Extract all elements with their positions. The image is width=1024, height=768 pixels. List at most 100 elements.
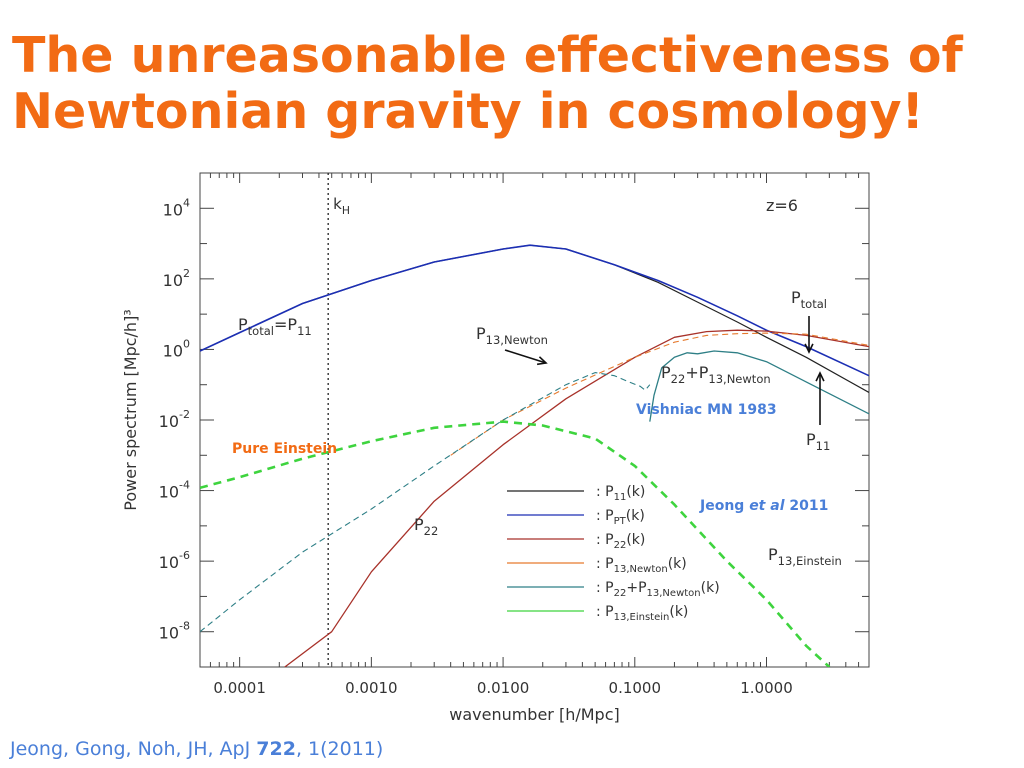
annotation-p13newton: P13,Newton: [476, 324, 548, 347]
annotation-p11-main: P: [806, 430, 816, 449]
x-tick-label: 1.0000: [740, 679, 793, 697]
legend-tail: (k): [668, 556, 687, 572]
legend-label-p11: : P11(k): [596, 484, 645, 503]
plot-frame: [199, 172, 870, 668]
series-p22p13solid: [649, 350, 869, 422]
legend-main: : P: [596, 580, 614, 596]
y-tick-label: 104: [163, 196, 190, 219]
arrow-p13newton-head: [536, 356, 548, 366]
series-p22: [284, 329, 869, 667]
citation-prefix: Jeong, Gong, Noh, JH, ApJ: [10, 738, 257, 760]
annotation-p13einstein-main: P: [768, 545, 778, 564]
legend-label-p13einstein: : P13,Einstein(k): [596, 604, 688, 623]
annotation-p22-sub: 22: [424, 524, 439, 538]
legend-label-ppt: : PPT(k): [596, 508, 645, 527]
y-tick-base: 10: [163, 341, 183, 360]
y-tick-exp: 2: [183, 267, 190, 280]
y-tick-label: 10-4: [159, 479, 190, 502]
y-axis-title: Power spectrum [Mpc/h]³: [121, 309, 140, 510]
citation-suffix: , 1(2011): [295, 738, 384, 760]
horizon-label: kH: [333, 195, 350, 217]
annotation-jeong: Jeong et al 2011: [699, 498, 828, 514]
annotation-p11: P11: [806, 430, 830, 453]
legend-label-p13newton: : P13,Newton(k): [596, 556, 687, 575]
y-tick-label: 100: [163, 337, 190, 360]
series-p22p13: [200, 372, 651, 633]
citation: Jeong, Gong, Noh, JH, ApJ 722, 1(2011): [10, 738, 383, 760]
legend-sub: 22: [614, 588, 627, 599]
y-tick-label: 10-2: [159, 408, 190, 431]
legend-sub: 11: [614, 492, 627, 503]
legend-sub: 13,Newton: [614, 564, 668, 575]
y-tick-label: 10-8: [159, 620, 190, 643]
slide-title-line-2: Newtonian gravity in cosmology!: [12, 83, 924, 140]
annotation-p22p13-mid: +P: [685, 363, 708, 382]
series-p13einstein: [200, 420, 831, 667]
legend-main: : P: [596, 532, 614, 548]
legend-label-p22: : P22(k): [596, 532, 645, 551]
legend-main: : P: [596, 508, 614, 524]
annotation-p22: P22: [414, 515, 438, 538]
x-tick-label: 0.0001: [213, 679, 266, 697]
annotation-p13einstein: P13,Einstein: [768, 545, 842, 568]
annotation-jeong-pre: Jeong: [699, 498, 749, 514]
horizon-label-sub: H: [342, 204, 350, 217]
x-tick-label: 0.0100: [477, 679, 530, 697]
x-tick-label: 0.1000: [609, 679, 662, 697]
annotation-p13newton-sub: 13,Newton: [486, 333, 548, 347]
y-tick-base: 10: [159, 624, 179, 643]
arrow-p11-head: [815, 371, 825, 382]
legend-tail: (k): [626, 508, 645, 524]
annotation-jeong-italic: et al: [749, 498, 785, 514]
legend-main: : P: [596, 484, 614, 500]
annotation-ptotal-eq-sub: total: [248, 324, 274, 338]
annotation-vishniac: Vishniac MN 1983: [636, 402, 777, 418]
annotation-ptotal-eq-main: P: [238, 315, 248, 334]
y-tick-exp: 0: [183, 337, 190, 350]
annotation-p13einstein-sub: 13,Einstein: [778, 554, 842, 568]
legend-label-p22p13: : P22+P13,Newton(k): [596, 580, 720, 599]
legend-sub2: 13,Newton: [647, 588, 701, 599]
legend-main: : P: [596, 556, 614, 572]
annotation-jeong-post: 2011: [785, 498, 829, 514]
y-tick-base: 10: [159, 553, 179, 572]
y-tick-label: 10-6: [159, 549, 190, 572]
annotation-ptotal: Ptotal: [791, 288, 827, 311]
y-tick-base: 10: [163, 271, 183, 290]
annotation-ptotal-eq-mid: =P: [274, 315, 297, 334]
y-tick-base: 10: [159, 412, 179, 431]
annotation-p22p13-main: P: [661, 363, 671, 382]
annotation-p13newton-main: P: [476, 324, 486, 343]
y-tick-label: 102: [163, 267, 190, 290]
y-tick-exp: 4: [183, 196, 190, 209]
annotation-ptotal-eq-sub2: 11: [297, 324, 312, 338]
annotation-ptotal-sub: total: [801, 297, 827, 311]
annotation-p22p13: P22+P13,Newton: [661, 363, 771, 386]
annotation-ptotal-eq: Ptotal=P11: [238, 315, 312, 338]
slide-title: The unreasonable effectiveness of Newton…: [12, 28, 1012, 140]
axis-ticks: [199, 172, 870, 668]
legend: : P11(k): PPT(k): P22(k): P13,Newton(k):…: [507, 484, 720, 623]
legend-tail: (k): [626, 484, 645, 500]
x-axis-title: wavenumber [h/Mpc]: [449, 705, 620, 724]
y-tick-base: 10: [159, 483, 179, 502]
horizon-label-main: k: [333, 195, 342, 213]
legend-sub: PT: [614, 516, 627, 527]
arrow-p13newton: [504, 349, 547, 364]
annotation-p22p13-sub: 22: [671, 372, 686, 386]
citation-volume: 722: [256, 738, 296, 760]
x-tick-label: 0.0010: [345, 679, 398, 697]
legend-tail: (k): [626, 532, 645, 548]
series-p11: [200, 244, 869, 394]
y-tick-exp: -8: [179, 620, 190, 633]
legend-mid: +P: [626, 580, 646, 596]
legend-tail: (k): [701, 580, 720, 596]
arrow-ptotal-head: [804, 343, 814, 354]
legend-tail: (k): [669, 604, 688, 620]
annotation-p22-main: P: [414, 515, 424, 534]
y-tick-exp: -2: [179, 408, 190, 421]
series-ppt: [200, 244, 869, 377]
slide-title-line-1: The unreasonable effectiveness of: [12, 27, 963, 84]
y-tick-exp: -4: [179, 479, 190, 492]
